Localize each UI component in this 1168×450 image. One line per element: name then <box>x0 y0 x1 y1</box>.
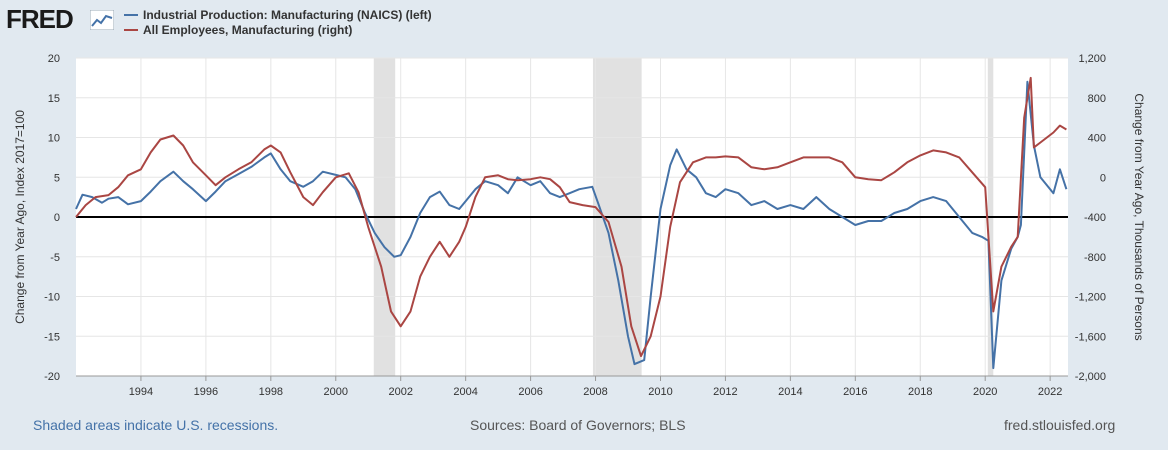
site-link[interactable]: fred.stlouisfed.org <box>1004 417 1116 433</box>
x-tick-label: 2012 <box>713 386 737 398</box>
y-right-tick-label: -2,000 <box>1075 371 1106 383</box>
x-tick-label: 2008 <box>583 386 607 398</box>
y-left-tick-label: -10 <box>44 292 60 304</box>
y-right-tick-label: 1,200 <box>1078 53 1106 65</box>
x-tick-label: 1996 <box>194 386 218 398</box>
fred-logo: FRED <box>6 4 118 36</box>
y-right-tick-label: 0 <box>1100 172 1106 184</box>
legend-label-1: All Employees, Manufacturing (right) <box>143 23 352 37</box>
legend-label-0: Industrial Production: Manufacturing (NA… <box>143 8 432 22</box>
sources-text: Sources: Board of Governors; BLS <box>470 417 686 433</box>
x-tick-label: 1994 <box>129 386 153 398</box>
x-tick-label: 2010 <box>648 386 672 398</box>
x-tick-label: 2006 <box>518 386 542 398</box>
x-tick-label: 2004 <box>453 386 477 398</box>
y-left-tick-label: -20 <box>44 371 60 383</box>
y-right-axis-title: Change from Year Ago, Thousands of Perso… <box>1132 93 1146 340</box>
y-right-tick-label: -1,600 <box>1075 331 1106 343</box>
y-left-tick-label: 10 <box>48 133 60 145</box>
y-left-tick-label: 15 <box>48 93 60 105</box>
recession-note: Shaded areas indicate U.S. recessions. <box>33 417 279 433</box>
y-right-tick-label: 800 <box>1088 93 1106 105</box>
y-left-tick-label: 5 <box>54 172 60 184</box>
x-tick-label: 2002 <box>388 386 412 398</box>
y-right-tick-label: -800 <box>1084 252 1106 264</box>
y-right-tick-label: -1,200 <box>1075 292 1106 304</box>
x-tick-label: 2022 <box>1038 386 1062 398</box>
y-right-tick-label: 400 <box>1088 133 1106 145</box>
fred-chart: -20 -15 -10 -5 0 5 10 15 20 -2,000 -1,600 -1,200 -80… <box>13 8 1146 398</box>
logo-chart-icon <box>90 10 114 30</box>
x-tick-label: 2014 <box>778 386 802 398</box>
series-line-all-employees <box>75 76 1067 358</box>
y-right-tick-label: -400 <box>1084 212 1106 224</box>
series-line-industrial-production <box>75 80 1068 370</box>
y-left-tick-label: 20 <box>48 53 60 65</box>
x-tick-label: 1998 <box>259 386 283 398</box>
y-left-tick-label: 0 <box>54 212 60 224</box>
y-left-axis-title: Change from Year Ago, Index 2017=100 <box>13 110 27 324</box>
x-tick-label: 2020 <box>973 386 997 398</box>
y-left-tick-label: -15 <box>44 331 60 343</box>
fred-logo-text: FRED <box>6 4 74 34</box>
x-tick-label: 2018 <box>908 386 932 398</box>
y-left-tick-label: -5 <box>50 252 60 264</box>
x-tick-label: 2016 <box>843 386 867 398</box>
x-tick-label: 2000 <box>324 386 348 398</box>
